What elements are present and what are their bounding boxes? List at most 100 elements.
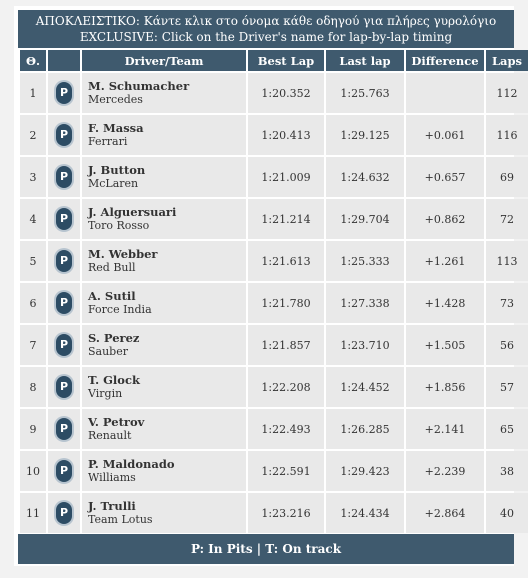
last-lap-cell: 1:24.452 — [326, 367, 404, 407]
status-cell: P — [48, 409, 80, 449]
col-header-status — [48, 50, 80, 71]
driver-team-cell: A. Sutil Force India — [82, 283, 246, 323]
team-name: Mercedes — [88, 93, 143, 106]
driver-name-link[interactable]: V. Petrov — [88, 415, 145, 429]
best-lap-cell: 1:22.591 — [248, 451, 324, 491]
best-lap-cell: 1:21.214 — [248, 199, 324, 239]
driver-team-cell: S. Perez Sauber — [82, 325, 246, 365]
laps-cell: 38 — [486, 451, 528, 491]
table-row: 9 P V. Petrov Renault 1:22.493 1:26.285 … — [20, 409, 528, 449]
difference-cell: +1.505 — [406, 325, 484, 365]
difference-cell: +2.141 — [406, 409, 484, 449]
position-cell: 3 — [20, 157, 46, 197]
table-row: 6 P A. Sutil Force India 1:21.780 1:27.3… — [20, 283, 528, 323]
laps-cell: 113 — [486, 241, 528, 281]
best-lap-cell: 1:22.208 — [248, 367, 324, 407]
team-name: Virgin — [88, 387, 123, 400]
difference-cell: +0.657 — [406, 157, 484, 197]
laps-cell: 57 — [486, 367, 528, 407]
difference-cell: +1.428 — [406, 283, 484, 323]
pit-status-icon: P — [56, 334, 72, 356]
best-lap-cell: 1:22.493 — [248, 409, 324, 449]
table-header-row: Θ. Driver/Team Best Lap Last lap Differe… — [20, 50, 528, 71]
difference-cell: +0.061 — [406, 115, 484, 155]
laps-cell: 65 — [486, 409, 528, 449]
pit-status-icon: P — [56, 124, 72, 146]
best-lap-cell: 1:20.352 — [248, 73, 324, 113]
team-name: Force India — [88, 303, 152, 316]
driver-name-link[interactable]: F. Massa — [88, 121, 144, 135]
team-name: Toro Rosso — [88, 219, 150, 232]
position-cell: 4 — [20, 199, 46, 239]
driver-name-link[interactable]: J. Trulli — [88, 499, 136, 513]
driver-team-cell: P. Maldonado Williams — [82, 451, 246, 491]
status-cell: P — [48, 115, 80, 155]
driver-name-link[interactable]: A. Sutil — [88, 289, 136, 303]
driver-name-link[interactable]: M. Webber — [88, 247, 158, 261]
last-lap-cell: 1:25.763 — [326, 73, 404, 113]
driver-name-link[interactable]: S. Perez — [88, 331, 140, 345]
status-cell: P — [48, 241, 80, 281]
last-lap-cell: 1:29.423 — [326, 451, 404, 491]
pit-status-icon: P — [56, 376, 72, 398]
driver-team-cell: F. Massa Ferrari — [82, 115, 246, 155]
last-lap-cell: 1:27.338 — [326, 283, 404, 323]
laps-cell: 116 — [486, 115, 528, 155]
pit-status-icon: P — [56, 460, 72, 482]
table-row: 2 P F. Massa Ferrari 1:20.413 1:29.125 +… — [20, 115, 528, 155]
laps-cell: 73 — [486, 283, 528, 323]
status-cell: P — [48, 367, 80, 407]
table-row: 10 P P. Maldonado Williams 1:22.591 1:29… — [20, 451, 528, 491]
banner-english-text: EXCLUSIVE: Click on the Driver's name fo… — [79, 30, 453, 44]
pit-status-icon: P — [56, 418, 72, 440]
laps-cell: 40 — [486, 493, 528, 533]
table-row: 8 P T. Glock Virgin 1:22.208 1:24.452 +1… — [20, 367, 528, 407]
last-lap-cell: 1:24.632 — [326, 157, 404, 197]
col-header-driver-team: Driver/Team — [82, 50, 246, 71]
difference-cell: +2.239 — [406, 451, 484, 491]
driver-name-link[interactable]: J. Button — [88, 163, 146, 177]
exclusive-banner: ΑΠΟΚΛΕΙΣΤΙΚΟ: Κάντε κλικ στο όνομα κάθε … — [18, 10, 514, 48]
team-name: Renault — [88, 429, 132, 442]
difference-cell: +1.856 — [406, 367, 484, 407]
pit-status-icon: P — [56, 208, 72, 230]
position-cell: 2 — [20, 115, 46, 155]
status-cell: P — [48, 451, 80, 491]
driver-team-cell: J. Alguersuari Toro Rosso — [82, 199, 246, 239]
team-name: Williams — [88, 471, 136, 484]
best-lap-cell: 1:21.857 — [248, 325, 324, 365]
position-cell: 11 — [20, 493, 46, 533]
difference-cell: +1.261 — [406, 241, 484, 281]
table-row: 3 P J. Button McLaren 1:21.009 1:24.632 … — [20, 157, 528, 197]
last-lap-cell: 1:24.434 — [326, 493, 404, 533]
pit-status-icon: P — [56, 250, 72, 272]
position-cell: 6 — [20, 283, 46, 323]
best-lap-cell: 1:21.780 — [248, 283, 324, 323]
status-cell: P — [48, 73, 80, 113]
status-cell: P — [48, 199, 80, 239]
table-row: 7 P S. Perez Sauber 1:21.857 1:23.710 +1… — [20, 325, 528, 365]
driver-name-link[interactable]: J. Alguersuari — [88, 205, 177, 219]
table-row: 11 P J. Trulli Team Lotus 1:23.216 1:24.… — [20, 493, 528, 533]
team-name: Sauber — [88, 345, 128, 358]
driver-name-link[interactable]: T. Glock — [88, 373, 140, 387]
status-cell: P — [48, 493, 80, 533]
banner-greek-text: ΑΠΟΚΛΕΙΣΤΙΚΟ: Κάντε κλικ στο όνομα κάθε … — [35, 14, 497, 28]
col-header-best-lap: Best Lap — [248, 50, 324, 71]
laps-cell: 112 — [486, 73, 528, 113]
table-row: 5 P M. Webber Red Bull 1:21.613 1:25.333… — [20, 241, 528, 281]
driver-name-link[interactable]: P. Maldonado — [88, 457, 175, 471]
last-lap-cell: 1:26.285 — [326, 409, 404, 449]
position-cell: 7 — [20, 325, 46, 365]
last-lap-cell: 1:29.704 — [326, 199, 404, 239]
difference-cell — [406, 73, 484, 113]
team-name: Red Bull — [88, 261, 136, 274]
best-lap-cell: 1:20.413 — [248, 115, 324, 155]
col-header-laps: Laps — [486, 50, 528, 71]
driver-name-link[interactable]: M. Schumacher — [88, 79, 190, 93]
driver-team-cell: M. Webber Red Bull — [82, 241, 246, 281]
position-cell: 5 — [20, 241, 46, 281]
position-cell: 10 — [20, 451, 46, 491]
driver-team-cell: J. Button McLaren — [82, 157, 246, 197]
difference-cell: +0.862 — [406, 199, 484, 239]
